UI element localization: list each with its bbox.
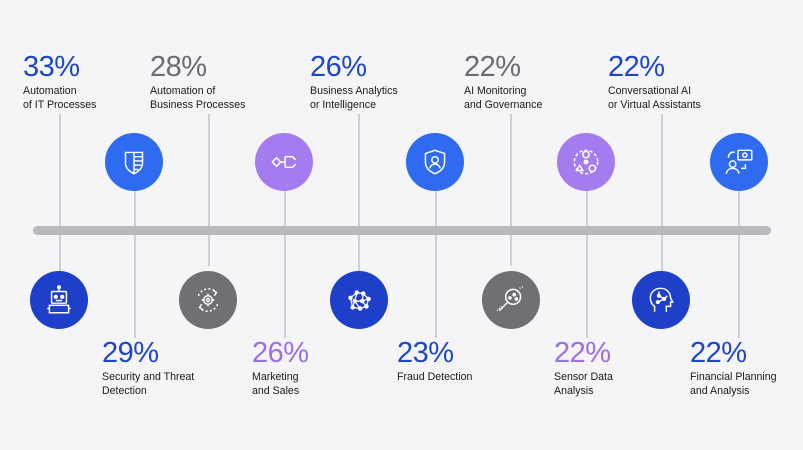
robot-icon	[47, 285, 71, 314]
stat-conversational-ai: 22% Conversational AI or Virtual Assista…	[608, 52, 768, 112]
stat-percent: 22%	[554, 337, 611, 369]
circle-security	[105, 133, 163, 191]
stem-financial	[738, 190, 740, 338]
circle-marketing	[255, 133, 313, 191]
stat-label-line2: of IT Processes	[23, 99, 97, 111]
stat-percent: 26%	[310, 51, 367, 83]
stat-label-line1: Conversational AI	[608, 85, 692, 97]
stem-fraud	[435, 190, 437, 338]
stat-fraud-detection: 23% Fraud Detection	[397, 338, 557, 384]
stat-label-line1: Automation of	[150, 85, 216, 97]
stat-label-line1: AI Monitoring	[464, 85, 527, 97]
stat-label-line2: and Governance	[464, 99, 543, 111]
circle-conversational-ai	[632, 271, 690, 329]
stat-label: Security and Threat Detection	[102, 370, 262, 398]
stat-sensor-data: 22% Sensor Data Analysis	[554, 338, 714, 398]
circle-fraud	[406, 133, 464, 191]
stat-label-line1: Automation	[23, 85, 77, 97]
circle-business-analytics	[330, 271, 388, 329]
stat-percent: 23%	[397, 337, 454, 369]
flow-arrows-icon	[271, 155, 297, 169]
shield-grid-icon	[124, 151, 144, 175]
stat-label-line1: Business Analytics	[310, 85, 398, 97]
stat-business-analytics: 26% Business Analytics or Intelligence	[310, 52, 470, 112]
stat-label-line1: Financial Planning	[690, 371, 777, 383]
stat-label: Financial Planning and Analysis	[690, 370, 803, 398]
stat-marketing-sales: 26% Marketing and Sales	[252, 338, 412, 398]
stat-percent: 22%	[608, 51, 665, 83]
stat-percent: 29%	[102, 337, 159, 369]
money-exchange-icon	[725, 149, 753, 174]
stat-label: Conversational AI or Virtual Assistants	[608, 84, 768, 112]
network-people-icon	[573, 149, 599, 175]
stem-business-analytics	[358, 114, 360, 274]
circle-financial	[710, 133, 768, 191]
stem-automation-it	[59, 114, 61, 274]
gear-cycle-icon	[197, 288, 219, 312]
stat-label-line2: or Intelligence	[310, 99, 376, 111]
stat-label: Marketing and Sales	[252, 370, 412, 398]
stat-security-threat: 29% Security and Threat Detection	[102, 338, 262, 398]
stat-automation-business: 28% Automation of Business Processes	[150, 52, 310, 112]
stat-percent: 22%	[690, 337, 747, 369]
circle-ai-monitoring	[482, 271, 540, 329]
stat-label-line2: and Sales	[252, 385, 300, 397]
stat-label: Business Analytics or Intelligence	[310, 84, 470, 112]
stat-percent: 26%	[252, 337, 309, 369]
circle-automation-business	[179, 271, 237, 329]
ai-head-icon	[649, 287, 674, 312]
stem-conversational-ai	[661, 114, 663, 274]
stem-security	[134, 190, 136, 338]
stat-percent: 33%	[23, 51, 80, 83]
circle-sensor	[557, 133, 615, 191]
stat-percent: 22%	[464, 51, 521, 83]
stat-label-line1: Marketing	[252, 371, 299, 383]
stat-label-line1: Security and Threat	[102, 371, 195, 383]
stat-automation-it: 33% Automation of IT Processes	[23, 52, 183, 112]
stat-label: Automation of Business Processes	[150, 84, 310, 112]
stem-sensor	[586, 190, 588, 338]
stat-label-line2: and Analysis	[690, 385, 750, 397]
stat-label: AI Monitoring and Governance	[464, 84, 624, 112]
stat-label: Fraud Detection	[397, 370, 557, 384]
stat-label-line2: or Virtual Assistants	[608, 99, 701, 111]
stat-label-line2: Detection	[102, 385, 147, 397]
stem-automation-business	[208, 114, 210, 266]
stat-percent: 28%	[150, 51, 207, 83]
user-shield-icon	[424, 149, 446, 175]
neural-brain-icon	[348, 290, 371, 311]
stat-label: Sensor Data Analysis	[554, 370, 714, 398]
stat-label-line2: Analysis	[554, 385, 594, 397]
stat-label-line1: Sensor Data	[554, 371, 613, 383]
stem-marketing	[284, 190, 286, 338]
stat-financial-planning: 22% Financial Planning and Analysis	[690, 338, 803, 398]
stat-label-line1: Fraud Detection	[397, 371, 473, 383]
stat-ai-monitoring: 22% AI Monitoring and Governance	[464, 52, 624, 112]
stat-label-line2: Business Processes	[150, 99, 246, 111]
timeline-axis	[33, 226, 771, 235]
magnifier-data-icon	[496, 285, 525, 312]
stat-label: Automation of IT Processes	[23, 84, 183, 112]
circle-automation-it	[30, 271, 88, 329]
stem-ai-monitoring	[510, 114, 512, 266]
